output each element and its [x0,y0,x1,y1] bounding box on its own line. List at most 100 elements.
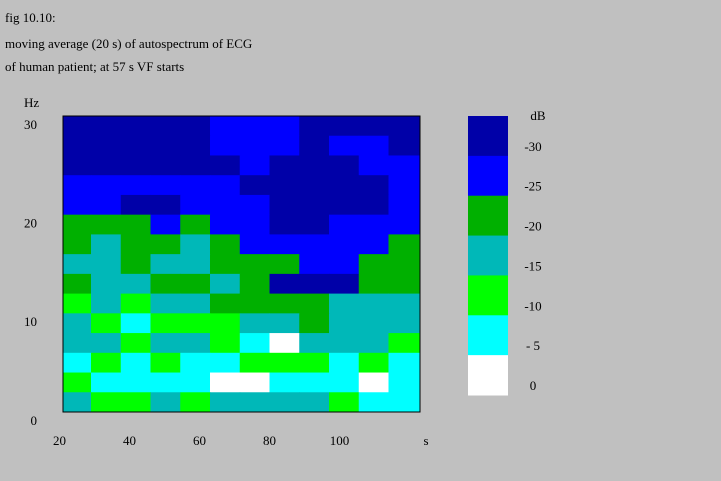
heatmap-cell [269,333,300,354]
heatmap-cell [63,116,92,137]
heatmap-cell [63,234,92,255]
heatmap-cell [358,175,389,196]
heatmap-cell [91,175,122,196]
heatmap-cell [150,313,181,334]
heatmap-cell [91,214,122,235]
heatmap-cell [329,116,360,137]
heatmap-cell [91,352,122,374]
heatmap-cell [269,254,300,275]
heatmap-cell [180,254,211,275]
heatmap-cell [329,175,360,196]
heatmap-cell [239,214,270,235]
heatmap-cell [120,273,151,295]
heatmap-cell [239,175,270,196]
heatmap-cell [388,293,421,314]
heatmap-cell [299,135,330,156]
heatmap-cell [299,155,330,176]
heatmap-cell [358,392,389,413]
y-tick-label: 10 [24,314,37,329]
heatmap-cell [299,116,330,137]
heatmap-cell [120,214,151,235]
heatmap-cell [358,254,389,275]
heatmap-cell [299,313,330,334]
heatmap-cell [120,313,151,334]
heatmap-cell [150,372,181,393]
legend-label: 0 [530,378,537,393]
legend-swatch [468,235,508,276]
heatmap-cell [150,234,181,255]
heatmap-cell [63,155,92,176]
heatmap-cell [63,273,92,295]
heatmap-cell [120,135,151,156]
heatmap-cell [388,333,421,354]
heatmap-cell [180,333,211,354]
heatmap-cell [91,333,122,354]
heatmap-cell [210,194,241,216]
heatmap-cell [120,116,151,137]
heatmap-cell [329,194,360,216]
heatmap-cell [358,116,389,137]
y-axis-label: Hz [24,95,39,110]
heatmap-cell [210,175,241,196]
heatmap-cell [299,254,330,275]
heatmap-cell [269,135,300,156]
heatmap-cell [120,254,151,275]
y-tick-label: 0 [31,413,38,428]
heatmap-cell [299,352,330,374]
heatmap-cell [91,392,122,413]
x-tick-label: 40 [123,433,136,448]
heatmap-cell [269,234,300,255]
heatmap-cell [150,254,181,275]
heatmap-cell [388,254,421,275]
heatmap-cell [388,194,421,216]
heatmap-cell [120,333,151,354]
heatmap-cell [180,392,211,413]
heatmap-cell [358,214,389,235]
heatmap-cell [269,392,300,413]
heatmap-cell [210,333,241,354]
x-tick-label: 80 [263,433,276,448]
heatmap-cell [239,392,270,413]
y-tick-label: 30 [24,117,37,132]
heatmap-cell [210,273,241,295]
heatmap-cell [269,352,300,374]
heatmap-cell [210,313,241,334]
heatmap-cell [329,352,360,374]
heatmap-cell [269,372,300,393]
heatmap-cell [299,392,330,413]
heatmap-cell [180,175,211,196]
heatmap-cell [150,352,181,374]
heatmap-cell [269,214,300,235]
heatmap-cell [63,392,92,413]
title-line: fig 10.10: [5,10,56,25]
heatmap-cell [120,175,151,196]
heatmap-cell [269,155,300,176]
heatmap-cell [299,372,330,393]
heatmap-cell [269,194,300,216]
heatmap-cell [150,155,181,176]
heatmap-cell [63,194,92,216]
heatmap-cell [329,155,360,176]
x-tick-label: 20 [53,433,66,448]
heatmap-cell [358,333,389,354]
heatmap-cell [358,194,389,216]
heatmap-cell [91,254,122,275]
heatmap-cell [329,135,360,156]
legend-swatch [468,355,508,396]
heatmap-cell [63,313,92,334]
heatmap-cell [150,135,181,156]
heatmap-cell [150,333,181,354]
y-tick-label: 20 [24,216,37,231]
heatmap-cell [91,135,122,156]
heatmap-cell [388,313,421,334]
heatmap-cell [329,313,360,334]
heatmap-cell [150,194,181,216]
heatmap-cell [120,293,151,314]
heatmap-cell [150,273,181,295]
legend-swatch [468,315,508,356]
legend-swatch [468,155,508,197]
legend-label: -10 [524,298,541,313]
heatmap-cell [239,116,270,137]
heatmap-cell [388,273,421,295]
